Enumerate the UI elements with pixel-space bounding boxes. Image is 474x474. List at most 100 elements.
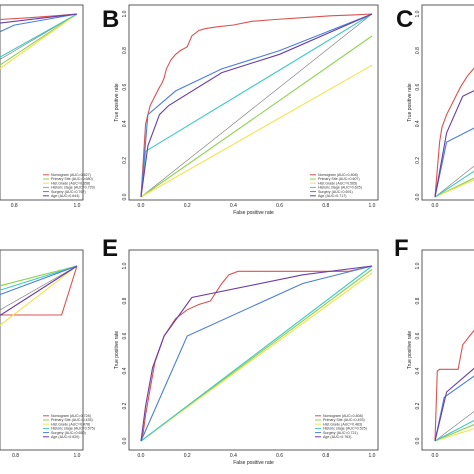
legend-entry: Primary Site (AUC=0.680)	[51, 177, 93, 181]
y-tick-label: 0.0	[122, 437, 128, 444]
x-tick-label: 0.4	[230, 453, 237, 459]
legend: Nomogram (AUC=0.728)Primary Site (AUC=0.…	[43, 414, 95, 439]
series-line-3	[434, 179, 474, 198]
x-tick-label: 0.0	[432, 203, 439, 209]
legend-entry: Hist.Grade (AUC=0.483)	[323, 422, 362, 426]
series-line-3	[140, 272, 373, 442]
series-line-3	[0, 13, 78, 70]
legend-entry: Primary Site (AUC=0.607)	[318, 177, 360, 181]
series-line-4	[0, 265, 78, 291]
series-line-5	[434, 127, 474, 198]
x-tick-label: 0.2	[184, 453, 191, 459]
series-line-5	[0, 13, 78, 33]
panel-letter: C	[396, 6, 413, 33]
x-tick-label: 0.2	[184, 203, 191, 209]
y-tick-label: 0.2	[122, 402, 128, 409]
x-tick-label: 1.0	[369, 203, 376, 209]
panel-letter: B	[102, 6, 119, 33]
y-tick-label: 0.0	[122, 193, 128, 200]
y-tick-label: 0.8	[415, 47, 421, 54]
series-line-6	[140, 265, 373, 442]
series-line-2	[0, 13, 78, 66]
panel-letter: F	[394, 235, 409, 262]
series-line-1	[434, 67, 474, 198]
y-tick-label: 1.0	[122, 262, 128, 269]
y-tick-label: 0.4	[415, 367, 421, 374]
legend-entry: Nomogram (AUC=0.808)	[323, 414, 363, 418]
y-tick-label: 0.0	[415, 193, 421, 200]
y-tick-label: 0.6	[122, 332, 128, 339]
y-axis-title: True positive rate	[114, 331, 120, 370]
x-tick-label: 0.6	[276, 453, 283, 459]
x-tick-label: 1.0	[74, 453, 81, 459]
legend: Nomogram (AUC=0.808)Primary Site (AUC=0.…	[310, 173, 362, 198]
legend-entry: Surgery (AUC=0.721)	[323, 431, 358, 435]
x-tick-label: 0.8	[12, 453, 19, 459]
legend-entry: Nomogram (AUC=0.808)	[318, 173, 358, 177]
y-tick-label: 0.6	[415, 332, 421, 339]
legend-entry: Age (AUC=0.620)	[51, 435, 79, 439]
roc-panel-d: 0.8 1.0 Nomogram (AUC=0.728)Primary Site (…	[0, 249, 95, 459]
legend-entry: Surgery (AUC=0.691)	[318, 190, 353, 194]
series-line-4	[434, 419, 474, 442]
y-axis-title: True positive rate	[407, 83, 413, 122]
series-line-6	[0, 265, 78, 317]
series-line-2	[140, 35, 373, 198]
series-line-4	[434, 170, 474, 198]
x-tick-label: 0.0	[432, 453, 439, 459]
diagonal-reference-line	[140, 13, 373, 198]
x-axis-title: False positive rate	[233, 210, 274, 216]
series-line-2	[0, 265, 78, 287]
x-tick-label: 0.8	[322, 203, 329, 209]
y-tick-label: 1.0	[415, 262, 421, 269]
legend-entry: Nomogram (AUC=0.728)	[51, 414, 91, 418]
x-tick-label: 0.0	[138, 203, 145, 209]
plot-frame	[0, 249, 84, 451]
series-line-1	[140, 265, 373, 442]
y-axis-title: True positive rate	[407, 331, 413, 370]
y-tick-label: 1.0	[122, 10, 128, 17]
legend-entry: Age (AUC=0.763)	[323, 435, 351, 439]
series-line-2	[434, 423, 474, 442]
y-tick-label: 0.2	[415, 157, 421, 164]
series-line-5	[140, 265, 373, 442]
x-tick-label: 1.0	[369, 453, 376, 459]
legend-entry: Historic stage (AUC=0.625)	[318, 186, 362, 190]
series-line-1	[0, 265, 78, 316]
legend-entry: Primary Site (AUC=0.493)	[323, 418, 365, 422]
series-line-1	[0, 13, 78, 21]
y-tick-label: 0.8	[122, 47, 128, 54]
legend: Nomogram (AUC=0.827)Primary Site (AUC=0.…	[43, 173, 95, 198]
diagonal-reference-line	[0, 265, 78, 311]
x-tick-label: 0.0	[138, 453, 145, 459]
series-group	[140, 265, 373, 442]
series-group	[0, 13, 78, 70]
legend-entry: Nomogram (AUC=0.827)	[51, 173, 91, 177]
y-tick-label: 0.8	[122, 297, 128, 304]
x-tick-label: 0.6	[276, 203, 283, 209]
roc-panel-e: E 0.0 0.2 0.4 0.6 0.8 1.0 0.0 0.2 0.4 0.6 0.8 1.0 Fal…	[102, 235, 379, 466]
series-line-5	[140, 13, 373, 198]
plot-frame	[128, 249, 379, 451]
x-tick-label: 0.4	[230, 203, 237, 209]
series-line-6	[434, 367, 474, 442]
series-line-3	[0, 265, 78, 326]
series-line-4	[140, 265, 373, 442]
series-group	[434, 67, 474, 198]
legend-entry: Hist.Grade (AUC=0.565)	[318, 181, 357, 185]
y-tick-label: 0.6	[415, 84, 421, 91]
y-tick-label: 0.4	[122, 367, 128, 374]
plot-frame	[128, 4, 379, 201]
legend-entry: Surgery (AUC=0.650)	[51, 431, 86, 435]
series-group	[140, 13, 373, 198]
roc-panel-a: 0.8 1.0 Nomogram (AUC=0.827)Primary Site (…	[0, 4, 95, 209]
x-tick-label: 0.8	[322, 453, 329, 459]
x-axis-title: False positive rate	[233, 460, 274, 466]
series-line-3	[140, 64, 373, 198]
series-line-1	[434, 329, 474, 442]
y-tick-label: 1.0	[415, 10, 421, 17]
panel-letter: E	[102, 235, 118, 262]
